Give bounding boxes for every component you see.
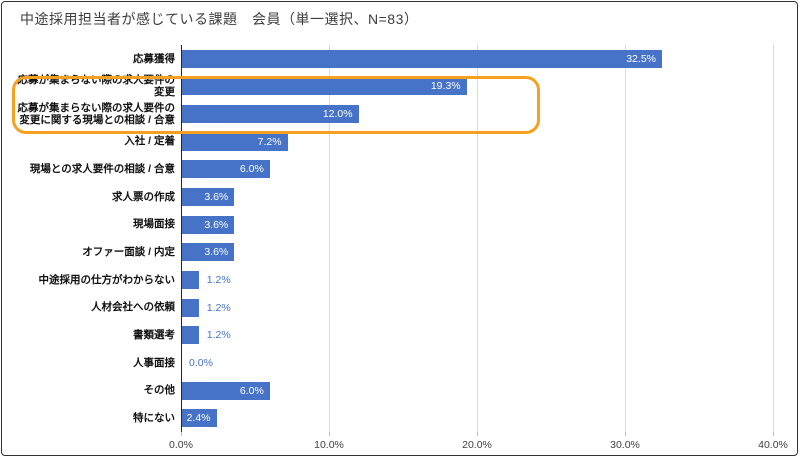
bar: 2.4% bbox=[181, 409, 217, 428]
value-label: 7.2% bbox=[257, 135, 282, 148]
bar: 3.6% bbox=[181, 215, 235, 234]
value-label: 3.6% bbox=[204, 246, 229, 259]
category-label-line: 中途採用の仕方がわからない bbox=[38, 273, 176, 286]
x-axis-label: 10.0% bbox=[314, 439, 344, 451]
category-label-line: 現場面接 bbox=[133, 218, 175, 231]
value-label: 32.5% bbox=[626, 52, 656, 65]
bar bbox=[181, 326, 199, 345]
bar: 6.0% bbox=[181, 160, 270, 179]
value-label: 6.0% bbox=[239, 163, 264, 176]
chart-row: 特にない 2.4% bbox=[2, 404, 797, 432]
chart-row: その他 6.0% bbox=[2, 377, 797, 405]
category-label-line: 特にない bbox=[133, 411, 175, 424]
bar bbox=[181, 298, 199, 317]
category-label: 応募が集まらない際の求人要件の 変更 bbox=[8, 73, 176, 101]
bar: 12.0% bbox=[181, 105, 359, 124]
value-label: 3.6% bbox=[204, 191, 229, 204]
chart-row: 入社 / 定着 7.2% bbox=[2, 128, 797, 156]
category-label-line: オファー面談 / 内定 bbox=[82, 246, 175, 259]
x-axis-label: 0.0% bbox=[169, 439, 193, 451]
category-label: 現場面接 bbox=[8, 211, 175, 239]
chart-row: オファー面談 / 内定 3.6% bbox=[2, 239, 797, 267]
gridline bbox=[477, 45, 478, 432]
chart-row: 人事面接 0.0% bbox=[2, 349, 797, 377]
value-label: 6.0% bbox=[239, 384, 264, 397]
value-label: 19.3% bbox=[430, 80, 461, 93]
category-label: 人材会社への依頼 bbox=[8, 294, 175, 322]
category-label: 書類選考 bbox=[8, 321, 175, 349]
category-label: その他 bbox=[8, 377, 176, 405]
category-label: 入社 / 定着 bbox=[8, 128, 175, 156]
bar: 3.6% bbox=[181, 243, 235, 262]
value-label: 3.6% bbox=[204, 218, 229, 231]
gridline bbox=[773, 45, 774, 432]
bar: 32.5% bbox=[181, 49, 662, 68]
x-axis-label: 30.0% bbox=[610, 439, 640, 451]
value-label: 2.4% bbox=[186, 412, 211, 425]
chart-row: 書類選考 1.2% bbox=[2, 321, 797, 349]
gridline bbox=[329, 45, 330, 432]
bar bbox=[181, 270, 199, 289]
chart-row: 応募が集まらない際の求人要件の 変更 19.3% bbox=[2, 73, 797, 101]
category-label-line: 求人票の作成 bbox=[112, 190, 175, 203]
value-label: 1.2% bbox=[206, 329, 231, 342]
category-label-line: その他 bbox=[143, 384, 176, 397]
chart-row: 中途採用の仕方がわからない 1.2% bbox=[2, 266, 797, 294]
bar: 19.3% bbox=[181, 77, 467, 96]
chart-row: 応募獲得 32.5% bbox=[2, 45, 797, 73]
chart-row: 現場との求人要件の相談 / 合意 6.0% bbox=[2, 156, 797, 184]
category-label: 特にない bbox=[8, 404, 175, 432]
x-axis-label: 20.0% bbox=[462, 439, 492, 451]
axis-tick bbox=[773, 432, 774, 436]
category-label-line: 変更 bbox=[154, 86, 175, 99]
axis-tick bbox=[181, 432, 182, 436]
category-label: 人事面接 bbox=[8, 349, 175, 377]
value-label: 1.2% bbox=[206, 301, 231, 314]
chart-row: 人材会社への依頼 1.2% bbox=[2, 294, 797, 322]
value-label: 0.0% bbox=[189, 356, 213, 369]
axis-tick bbox=[625, 432, 626, 436]
category-label-line: 応募が集まらない際の求人要件の bbox=[17, 73, 176, 86]
bar: 7.2% bbox=[181, 132, 288, 151]
category-label: 現場との求人要件の相談 / 合意 bbox=[8, 156, 175, 184]
value-label: 12.0% bbox=[322, 108, 353, 121]
category-label-line: 現場との求人要件の相談 / 合意 bbox=[29, 163, 175, 176]
x-axis-label: 40.0% bbox=[758, 439, 788, 451]
category-label: 求人票の作成 bbox=[8, 183, 175, 211]
value-label: 1.2% bbox=[206, 273, 231, 286]
chart-row: 応募が集まらない際の求人要件の 変更に関する現場との相談 / 合意 12.0% bbox=[2, 100, 797, 128]
category-label-line: 応募獲得 bbox=[133, 52, 175, 65]
category-label: 中途採用の仕方がわからない bbox=[8, 266, 176, 294]
category-label-line: 人事面接 bbox=[133, 356, 175, 369]
chart-row: 求人票の作成 3.6% bbox=[2, 183, 797, 211]
category-label: 応募獲得 bbox=[8, 45, 175, 73]
category-label: 応募が集まらない際の求人要件の 変更に関する現場との相談 / 合意 bbox=[8, 100, 176, 128]
category-label-line: 人材会社への依頼 bbox=[91, 301, 175, 314]
chart-title: 中途採用担当者が感じている課題 会員（単一選択、N=83） bbox=[20, 11, 419, 27]
y-axis-line bbox=[181, 45, 182, 432]
category-label: オファー面談 / 内定 bbox=[8, 239, 175, 267]
category-label-line: 応募が集まらない際の求人要件の bbox=[17, 101, 176, 114]
bar: 3.6% bbox=[181, 188, 235, 207]
axis-tick bbox=[477, 432, 478, 436]
category-label-line: 入社 / 定着 bbox=[124, 135, 175, 148]
gridline bbox=[625, 45, 626, 432]
axis-tick bbox=[329, 432, 330, 436]
category-label-line: 書類選考 bbox=[133, 328, 175, 341]
chart-row: 現場面接 3.6% bbox=[2, 211, 797, 239]
category-label-line: 変更に関する現場との相談 / 合意 bbox=[19, 114, 175, 127]
bar: 6.0% bbox=[181, 381, 270, 400]
